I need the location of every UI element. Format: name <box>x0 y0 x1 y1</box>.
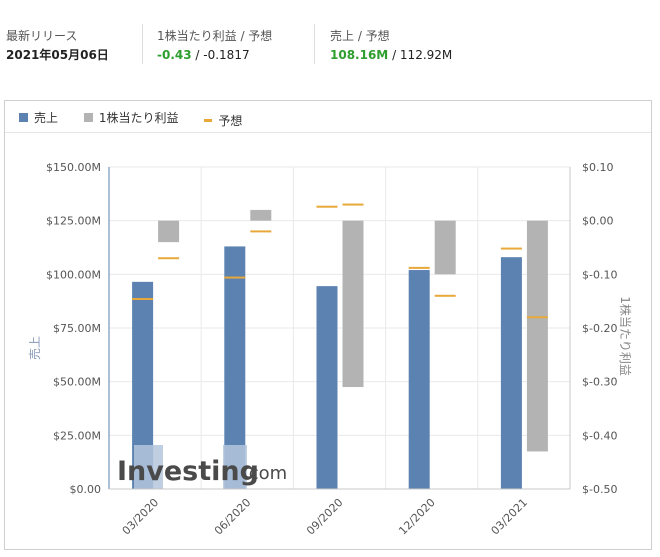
revenue-forecast-marker <box>316 205 338 208</box>
revenue-forecast-marker <box>500 247 522 250</box>
latest-release-label: 最新リリース <box>6 29 78 43</box>
revenue-bar <box>316 286 338 489</box>
x-tick-label: 03/2020 <box>120 496 162 538</box>
y-tick-label-left: $0.00 <box>70 483 102 496</box>
x-tick-label: 06/2020 <box>212 496 254 538</box>
summary-divider <box>314 24 315 64</box>
legend-divider <box>5 132 651 133</box>
eps-forecast-marker <box>250 230 272 233</box>
revenue-summary-value: 108.16M / 112.92M <box>330 46 452 64</box>
investing-watermark: Investing .com <box>117 445 287 489</box>
revenue-forecast-marker <box>132 298 154 301</box>
y-tick-label-left: $125.00M <box>46 215 101 228</box>
earnings-summary: 最新リリース 2021年05月06日 1株当たり利益 / 予想 -0.43 / … <box>0 0 660 90</box>
revenue-bar <box>132 281 154 489</box>
x-tick-label: 12/2020 <box>396 496 438 538</box>
eps-summary: 1株当たり利益 / 予想 -0.43 / -0.1817 <box>157 28 272 64</box>
legend-label-eps: 1株当たり利益 <box>98 111 179 125</box>
legend-item-eps[interactable]: 1株当たり利益 <box>83 109 179 126</box>
y-tick-label-left: $100.00M <box>46 268 101 281</box>
legend-label-revenue: 売上 <box>34 111 59 125</box>
legend-item-revenue[interactable]: 売上 <box>19 109 58 126</box>
y-tick-label-right: $-0.30 <box>582 376 617 389</box>
eps-swatch-icon <box>83 113 93 122</box>
revenue-bar <box>224 246 246 489</box>
x-tick-label: 03/2021 <box>489 496 531 538</box>
y-tick-label-left: $75.00M <box>53 322 101 335</box>
revenue-actual: 108.16M <box>330 48 389 62</box>
forecast-swatch-icon <box>204 119 213 122</box>
y-tick-label-left: $50.00M <box>53 376 101 389</box>
bars-layer <box>132 203 548 489</box>
legend-item-forecast[interactable]: 予想 <box>204 112 242 129</box>
y-tick-label-right: $-0.50 <box>582 483 617 496</box>
chart-legend: 売上 1株当たり利益 予想 <box>19 109 264 129</box>
watermark-suffix: .com <box>243 463 287 484</box>
y-tick-label-right: $0.10 <box>582 161 614 174</box>
eps-forecast-marker <box>342 203 364 206</box>
y-tick-label-right: $-0.10 <box>582 268 617 281</box>
revenue-forecast: / 112.92M <box>388 48 453 62</box>
eps-bar <box>526 220 548 452</box>
revenue-swatch-icon <box>19 113 28 122</box>
revenue-summary-label: 売上 / 予想 <box>330 29 390 43</box>
legend-label-forecast: 予想 <box>218 114 243 128</box>
eps-forecast-marker <box>158 257 180 260</box>
eps-forecast: / -0.1817 <box>191 48 250 62</box>
y-tick-label-left: $150.00M <box>46 161 101 174</box>
x-tick-label: 09/2020 <box>304 496 346 538</box>
eps-summary-value: -0.43 / -0.1817 <box>157 46 272 64</box>
revenue-forecast-marker <box>224 276 246 279</box>
eps-forecast-marker <box>526 316 548 319</box>
revenue-bar <box>500 257 522 489</box>
revenue-forecast-marker <box>408 266 430 269</box>
eps-bar <box>158 220 180 243</box>
latest-release-date: 2021年05月06日 <box>6 48 109 62</box>
revenue-summary: 売上 / 予想 108.16M / 112.92M <box>330 28 452 64</box>
y-axis-label-right: 1株当たり利益 <box>618 296 633 376</box>
chart-plot: Investing .com $0.00 $25.00M $50.00M $75.00… <box>27 161 633 538</box>
y-tick-label-right: $-0.20 <box>582 322 617 335</box>
y-tick-label-right: $-0.40 <box>582 429 617 442</box>
watermark-underlay <box>223 445 247 489</box>
summary-divider <box>142 24 143 64</box>
eps-forecast-marker <box>434 294 456 297</box>
earnings-chart: 売上 1株当たり利益 予想 Investing .com $0.00 $25.00… <box>4 100 652 550</box>
y-axis-label-left: 売上 <box>27 336 42 360</box>
eps-bar <box>342 220 364 388</box>
eps-bar <box>250 209 272 221</box>
y-tick-label-right: $0.00 <box>582 215 614 228</box>
grid-layer <box>109 166 570 490</box>
y-tick-label-left: $25.00M <box>53 429 101 442</box>
eps-actual: -0.43 <box>157 48 192 62</box>
eps-bar <box>434 220 456 275</box>
watermark-brand: Investing <box>117 456 259 487</box>
revenue-bar <box>408 270 430 489</box>
latest-release: 最新リリース 2021年05月06日 <box>6 28 109 64</box>
watermark-underlay <box>134 445 163 489</box>
eps-summary-label: 1株当たり利益 / 予想 <box>157 29 273 43</box>
